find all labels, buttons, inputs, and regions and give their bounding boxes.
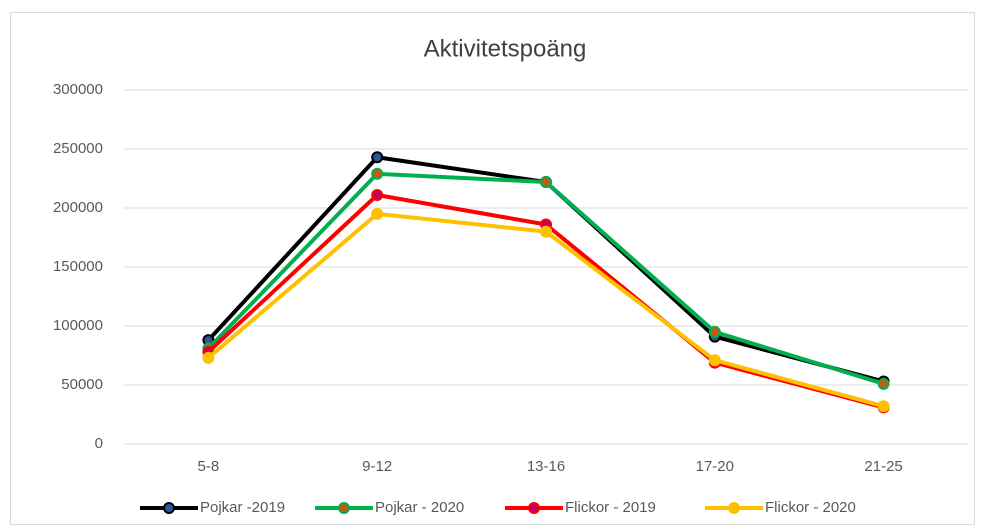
legend-marker <box>528 502 540 514</box>
x-tick-label: 13-16 <box>527 458 565 475</box>
x-tick-label: 17-20 <box>696 458 734 475</box>
legend-label: Pojkar -2019 <box>200 499 285 516</box>
marker <box>371 167 384 180</box>
marker <box>877 400 890 413</box>
legend-marker <box>163 502 175 514</box>
y-tick-label: 300000 <box>53 81 103 98</box>
marker <box>540 176 552 189</box>
marker <box>202 351 215 364</box>
x-tick-label: 21-25 <box>864 458 902 475</box>
x-tick-label: 9-12 <box>362 458 392 475</box>
marker <box>371 207 384 220</box>
y-tick-label: 200000 <box>53 199 103 216</box>
marker <box>371 151 384 164</box>
legend-label: Flickor - 2019 <box>565 499 656 516</box>
marker <box>540 225 552 238</box>
marker <box>371 189 384 202</box>
y-tick-label: 150000 <box>53 258 103 275</box>
chart-title: Aktivitetspoäng <box>424 35 587 62</box>
y-tick-label: 250000 <box>53 140 103 157</box>
legend-marker <box>338 502 350 514</box>
chart-frame <box>10 12 975 525</box>
y-tick-label: 0 <box>95 435 103 452</box>
legend-label: Pojkar - 2020 <box>375 499 464 516</box>
x-tick-label: 5-8 <box>198 458 220 475</box>
legend-marker <box>728 502 740 514</box>
marker <box>708 354 721 367</box>
legend-label: Flickor - 2020 <box>765 499 856 516</box>
marker <box>877 377 890 390</box>
marker <box>708 325 721 338</box>
y-tick-label: 50000 <box>61 376 103 393</box>
y-tick-label: 100000 <box>53 317 103 334</box>
